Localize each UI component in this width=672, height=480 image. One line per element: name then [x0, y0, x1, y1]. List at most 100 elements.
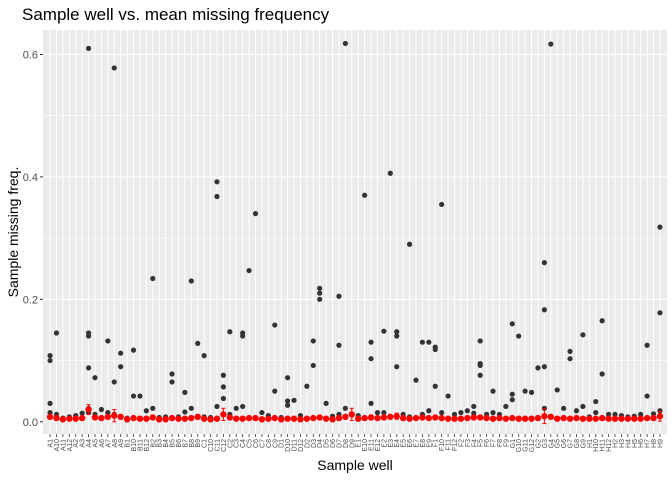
mean-point	[284, 415, 291, 422]
sample-point	[599, 318, 605, 324]
x-tick-label: G8	[574, 439, 581, 448]
sample-point	[214, 179, 220, 185]
x-tick-label: B5	[170, 439, 177, 448]
sample-point	[394, 364, 400, 370]
sample-point	[394, 333, 400, 339]
x-tick-label: D3	[311, 439, 318, 448]
x-tick-label: D6	[330, 439, 337, 448]
x-tick-label: D11	[292, 439, 299, 451]
mean-point	[438, 414, 445, 422]
sample-point	[477, 338, 483, 344]
sample-point	[657, 224, 663, 230]
y-tick-label: 0.6	[23, 49, 38, 61]
mean-point	[643, 414, 651, 422]
mean-point	[361, 414, 368, 422]
x-tick-label: F3	[465, 439, 472, 447]
mean-point	[123, 416, 131, 423]
mean-point	[566, 415, 574, 422]
sample-point	[105, 338, 111, 344]
x-tick-label: G1	[510, 439, 517, 448]
x-tick-label: B6	[176, 439, 183, 448]
x-tick-label: E8	[420, 439, 427, 448]
x-tick-label: H8	[651, 439, 658, 448]
mean-point	[316, 414, 323, 421]
sample-point	[111, 65, 117, 71]
grid-lines	[43, 30, 667, 434]
sample-point	[150, 405, 156, 411]
sample-point	[169, 379, 175, 385]
x-tick-label: E4	[394, 439, 401, 448]
mean-point	[393, 413, 400, 420]
mean-point	[489, 415, 497, 422]
sample-point	[240, 333, 246, 339]
x-tick-label: G9	[580, 439, 587, 448]
x-tick-label: G11	[523, 439, 530, 452]
x-tick-label: D8	[343, 439, 350, 448]
sample-point	[509, 397, 515, 403]
mean-point	[303, 415, 311, 422]
sample-point	[561, 405, 567, 411]
sample-point	[130, 347, 137, 353]
sample-point	[657, 408, 663, 414]
mean-point	[342, 413, 349, 421]
x-tick-label: H4	[625, 439, 632, 448]
sample-point	[304, 383, 310, 389]
mean-point	[78, 414, 86, 422]
mean-point	[432, 414, 439, 421]
sample-point	[593, 409, 599, 416]
sample-point	[336, 293, 342, 299]
mean-point	[586, 415, 593, 422]
sample-point	[111, 379, 117, 385]
mean-point	[509, 414, 516, 422]
sample-point	[426, 339, 432, 345]
sample-point	[535, 365, 541, 371]
x-tick-label: H11	[600, 439, 607, 451]
x-tick-label: E11	[369, 439, 376, 451]
mean-point	[104, 413, 112, 421]
mean-point	[117, 413, 124, 421]
x-tick-label: E7	[413, 439, 420, 448]
sample-point	[220, 395, 226, 402]
x-tick-label: H9	[657, 439, 664, 448]
x-tick-label: B8	[189, 439, 196, 448]
mean-point	[406, 415, 413, 422]
sample-point	[201, 353, 207, 359]
mean-point	[233, 415, 240, 422]
x-tick-label: A5	[93, 439, 100, 448]
sample-point	[445, 393, 451, 399]
mean-point	[541, 413, 548, 420]
sample-point	[85, 365, 92, 371]
x-tick-label: A1	[48, 439, 55, 448]
x-tick-label: E2	[381, 439, 388, 448]
x-tick-label: B2	[150, 439, 157, 448]
sample-point	[426, 408, 432, 414]
x-tick-label: B4	[163, 439, 170, 448]
sample-point	[143, 408, 149, 414]
sample-point	[47, 357, 53, 364]
mean-point	[476, 414, 484, 421]
sample-point	[195, 340, 201, 347]
sample-point	[291, 397, 297, 403]
sample-point	[284, 398, 291, 404]
sample-point	[368, 400, 374, 406]
x-axis-ticks: A1 A10 A11 A12 A2 A3 A4 A5 A6 A7 A8 A9 B1 B10 B11 B12 B2…	[48, 434, 664, 452]
sample-point	[310, 362, 316, 369]
sample-point	[413, 377, 419, 383]
mean-point	[252, 414, 259, 422]
mean-point	[502, 415, 510, 422]
sample-point	[490, 388, 496, 394]
mean-point	[155, 416, 163, 423]
x-tick-label: A6	[99, 439, 106, 448]
sample-point	[381, 409, 387, 416]
sample-point	[150, 275, 156, 282]
sample-point	[573, 408, 580, 414]
mean-point	[534, 414, 542, 422]
x-tick-label: C10	[208, 439, 215, 452]
x-tick-label: B7	[182, 439, 189, 448]
mean-point	[200, 415, 208, 422]
x-tick-label: G10	[516, 439, 523, 452]
sample-point	[605, 411, 612, 418]
y-axis-title: Sample missing freq.	[5, 167, 21, 298]
sample-point	[252, 211, 259, 217]
mean-point	[611, 415, 619, 422]
